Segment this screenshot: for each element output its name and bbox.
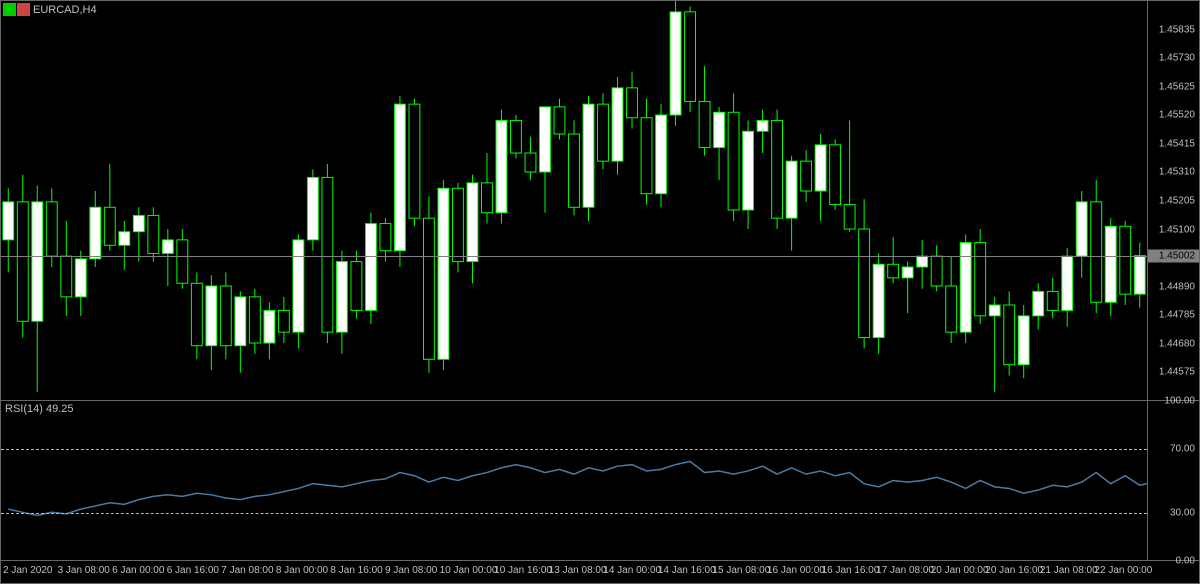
time-tick: 7 Jan 08:00 — [221, 565, 273, 576]
time-tick: 22 Jan 00:00 — [1094, 565, 1152, 576]
time-tick: 10 Jan 00:00 — [440, 565, 498, 576]
time-tick: 14 Jan 00:00 — [603, 565, 661, 576]
time-tick: 13 Jan 08:00 — [549, 565, 607, 576]
current-price-line — [1, 256, 1147, 257]
bull-candle-icon — [3, 3, 16, 16]
time-tick: 8 Jan 16:00 — [330, 565, 382, 576]
price-chart-panel[interactable]: EURCAD,H4 1.458351.457301.456251.455201.… — [1, 1, 1199, 401]
time-tick: 15 Jan 08:00 — [712, 565, 770, 576]
rsi-level-line — [1, 513, 1147, 514]
chart-symbol-label: EURCAD,H4 — [33, 4, 97, 16]
price-tick: 1.44785 — [1159, 310, 1195, 321]
chart-title: EURCAD,H4 — [3, 3, 97, 16]
price-tick: 1.44890 — [1159, 281, 1195, 292]
rsi-indicator-panel[interactable]: RSI(14) 49.25 100.0070.0030.000.00 — [1, 401, 1199, 561]
candlestick-series — [1, 1, 1147, 400]
price-tick: 1.45100 — [1159, 224, 1195, 235]
rsi-y-axis: 100.0070.0030.000.00 — [1147, 401, 1199, 560]
price-y-axis: 1.45835 1.45730 1.45625 1.45520 1.45415 1.453… — [1147, 1, 1199, 400]
price-tick: 1.45520 — [1159, 110, 1195, 121]
time-tick: 20 Jan 00:00 — [931, 565, 989, 576]
time-tick: 6 Jan 16:00 — [167, 565, 219, 576]
time-tick: 21 Jan 08:00 — [1040, 565, 1098, 576]
time-tick: 16 Jan 00:00 — [767, 565, 825, 576]
time-tick: 6 Jan 00:00 — [112, 565, 164, 576]
rsi-line-series — [1, 401, 1147, 560]
time-tick: 17 Jan 08:00 — [876, 565, 934, 576]
time-axis: 2 Jan 2020 3 Jan 08:006 Jan 00:006 Jan 16… — [1, 561, 1199, 583]
time-tick: 9 Jan 08:00 — [385, 565, 437, 576]
price-tick: 1.45310 — [1159, 167, 1195, 178]
rsi-tick: 30.00 — [1170, 508, 1195, 519]
time-tick: 16 Jan 16:00 — [822, 565, 880, 576]
price-tick: 1.44575 — [1159, 367, 1195, 378]
rsi-level-line — [1, 449, 1147, 450]
price-tick: 1.45730 — [1159, 53, 1195, 64]
price-tick: 1.45625 — [1159, 81, 1195, 92]
time-tick: 2 Jan 2020 — [3, 565, 53, 576]
time-tick: 8 Jan 00:00 — [276, 565, 328, 576]
time-tick: 3 Jan 08:00 — [58, 565, 110, 576]
price-tick: 1.45205 — [1159, 196, 1195, 207]
rsi-tick: 100.00 — [1164, 396, 1195, 407]
price-tick: 1.45835 — [1159, 24, 1195, 35]
time-tick: 10 Jan 16:00 — [494, 565, 552, 576]
price-tick: 1.45415 — [1159, 138, 1195, 149]
rsi-label: RSI(14) 49.25 — [5, 403, 73, 415]
time-tick: 14 Jan 16:00 — [658, 565, 716, 576]
chart-window: EURCAD,H4 1.458351.457301.456251.455201.… — [0, 0, 1200, 584]
bear-candle-icon — [17, 3, 30, 16]
price-tick: 1.44680 — [1159, 338, 1195, 349]
rsi-tick: 70.00 — [1170, 444, 1195, 455]
rsi-chart-area[interactable]: RSI(14) 49.25 — [1, 401, 1147, 560]
price-chart-area[interactable]: EURCAD,H4 — [1, 1, 1147, 400]
current-price-tag: 1.45002 — [1148, 250, 1199, 263]
time-tick: 20 Jan 16:00 — [985, 565, 1043, 576]
